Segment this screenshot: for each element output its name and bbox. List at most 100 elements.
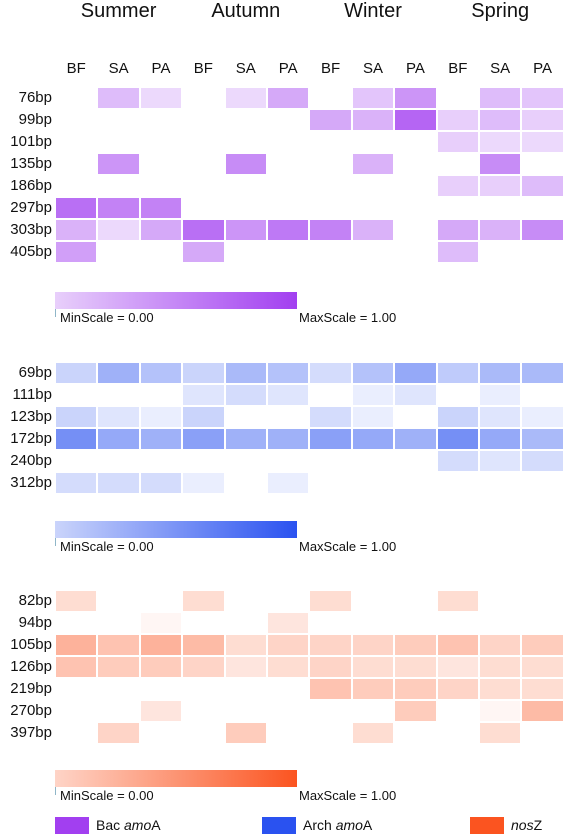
heatmap-cell bbox=[479, 450, 522, 472]
heatmap-cell bbox=[267, 428, 310, 450]
heatmap-cell bbox=[97, 197, 140, 219]
heatmap-cell bbox=[139, 87, 183, 109]
heatmap-cell bbox=[224, 87, 267, 109]
row-label: 172bp bbox=[10, 430, 52, 447]
column-header-bf: BF bbox=[448, 60, 468, 77]
heatmap-cell bbox=[436, 590, 479, 612]
heatmap-cell bbox=[309, 634, 352, 656]
legend-suffix: A bbox=[362, 817, 373, 833]
heatmap-cell bbox=[55, 428, 98, 450]
scale-min-tick bbox=[55, 787, 56, 795]
heatmap-cell bbox=[521, 362, 564, 384]
heatmap-cell bbox=[55, 634, 98, 656]
heatmap-cell bbox=[139, 428, 183, 450]
heatmap-cell bbox=[479, 131, 522, 153]
heatmap-cell bbox=[521, 109, 564, 131]
heatmap-cell bbox=[394, 109, 437, 131]
heatmap-cell bbox=[436, 131, 479, 153]
heatmap-cell bbox=[97, 219, 140, 241]
season-header-spring: Spring bbox=[471, 0, 530, 22]
heatmap-cell bbox=[309, 219, 352, 241]
heatmap-cell bbox=[182, 219, 225, 241]
legend-label: Arch amoA bbox=[303, 817, 372, 833]
scale-min-label: MinScale = 0.00 bbox=[60, 539, 154, 554]
heatmap-cell bbox=[351, 219, 395, 241]
heatmap-cell bbox=[224, 153, 267, 175]
heatmap-cell bbox=[521, 700, 564, 722]
row-label: 101bp bbox=[10, 133, 52, 150]
heatmap-cell bbox=[351, 722, 395, 744]
legend-suffix: A bbox=[151, 817, 161, 833]
heatmap-cell bbox=[521, 406, 564, 428]
heatmap-cell bbox=[182, 656, 225, 678]
heatmap-cell bbox=[139, 700, 183, 722]
scale-max-label: MaxScale = 1.00 bbox=[299, 310, 397, 325]
row-label: 76bp bbox=[18, 89, 52, 106]
heatmap-cell bbox=[55, 472, 98, 494]
heatmap-cell bbox=[267, 656, 310, 678]
heatmap-cell bbox=[521, 678, 564, 700]
heatmap-cell bbox=[436, 362, 479, 384]
row-label: 270bp bbox=[10, 702, 52, 719]
heatmap-cell bbox=[351, 406, 395, 428]
legend-item: Arch amoA bbox=[262, 816, 372, 834]
heatmap-cell bbox=[139, 656, 183, 678]
heatmap-cell bbox=[521, 634, 564, 656]
row-label: 105bp bbox=[10, 636, 52, 653]
heatmap-cell bbox=[351, 656, 395, 678]
heatmap-cell bbox=[55, 656, 98, 678]
scale-min-label: MinScale = 0.00 bbox=[60, 310, 154, 325]
heatmap-cell bbox=[224, 634, 267, 656]
heatmap-cell bbox=[351, 634, 395, 656]
heatmap-cell bbox=[267, 219, 310, 241]
heatmap-cell bbox=[436, 241, 479, 263]
heatmap-cell bbox=[436, 428, 479, 450]
heatmap-cell bbox=[521, 450, 564, 472]
row-label: 99bp bbox=[18, 111, 52, 128]
heatmap-cell bbox=[479, 406, 522, 428]
heatmap-cell bbox=[309, 590, 352, 612]
heatmap-cell bbox=[224, 384, 267, 406]
heatmap-cell bbox=[436, 678, 479, 700]
heatmap-cell bbox=[224, 428, 267, 450]
heatmap-cell bbox=[521, 131, 564, 153]
heatmap-cell bbox=[267, 384, 310, 406]
column-header-pa: PA bbox=[151, 60, 171, 77]
color-scale-bar bbox=[55, 521, 297, 538]
heatmap-cell bbox=[436, 175, 479, 197]
row-label: 303bp bbox=[10, 221, 52, 238]
heatmap-cell bbox=[182, 634, 225, 656]
heatmap-cell bbox=[224, 219, 267, 241]
heatmap-cell bbox=[351, 153, 395, 175]
legend-gene: nos bbox=[511, 817, 534, 833]
heatmap-cell bbox=[139, 634, 183, 656]
heatmap-cell bbox=[351, 87, 395, 109]
heatmap-cell bbox=[479, 634, 522, 656]
heatmap-cell bbox=[479, 678, 522, 700]
heatmap-cell bbox=[394, 656, 437, 678]
heatmap-cell bbox=[139, 472, 183, 494]
legend-prefix: Bac bbox=[96, 817, 125, 833]
heatmap-cell bbox=[351, 384, 395, 406]
column-header-pa: PA bbox=[405, 60, 425, 77]
heatmap-cell bbox=[97, 406, 140, 428]
heatmap-cell bbox=[479, 362, 522, 384]
scale-min-label: MinScale = 0.00 bbox=[60, 788, 154, 803]
heatmap-cell bbox=[436, 219, 479, 241]
row-label: 126bp bbox=[10, 658, 52, 675]
heatmap-cell bbox=[182, 472, 225, 494]
color-scale-bar bbox=[55, 292, 297, 309]
heatmap-cell bbox=[182, 406, 225, 428]
heatmap-cell bbox=[436, 450, 479, 472]
heatmap-cell bbox=[479, 700, 522, 722]
heatmap-cell bbox=[394, 87, 437, 109]
heatmap-cell bbox=[479, 656, 522, 678]
heatmap-cell bbox=[436, 109, 479, 131]
heatmap-cell bbox=[182, 428, 225, 450]
heatmap-cell bbox=[309, 362, 352, 384]
heatmap-cell bbox=[394, 634, 437, 656]
heatmap-cell bbox=[139, 197, 183, 219]
legend-gene: amo bbox=[124, 817, 152, 833]
column-header-sa: SA bbox=[235, 60, 256, 77]
heatmap-cell bbox=[267, 362, 310, 384]
